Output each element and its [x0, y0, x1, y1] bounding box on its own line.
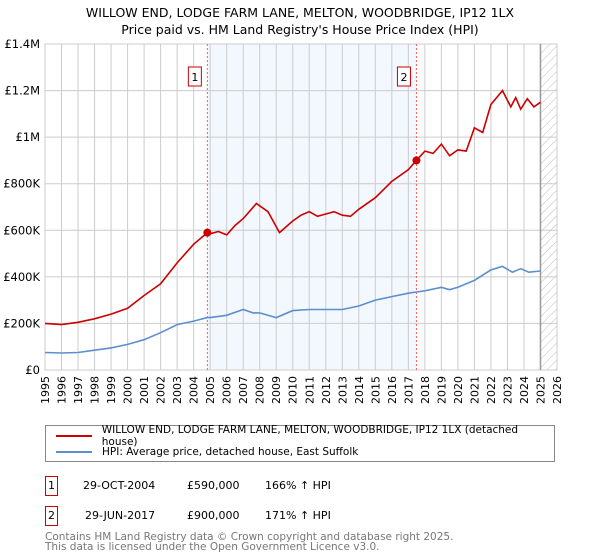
x-tick-label: 2025 — [534, 376, 547, 404]
x-tick-label: 1997 — [72, 376, 85, 404]
x-tick-label: 2012 — [320, 376, 333, 404]
x-tick-label: 2023 — [501, 376, 514, 404]
y-tick-label: £400K — [3, 270, 40, 284]
plot-frame — [44, 43, 558, 371]
x-tick-label: 2017 — [402, 376, 415, 404]
transaction-price: £590,000 — [187, 479, 240, 492]
x-tick-label: 2010 — [287, 376, 300, 404]
x-tick-label: 2007 — [237, 376, 250, 404]
legend-label: WILLOW END, LODGE FARM LANE, MELTON, WOO… — [101, 424, 519, 448]
y-tick-label: £1M — [15, 130, 40, 144]
x-tick-label: 2015 — [369, 376, 382, 404]
x-tick-label: 2013 — [336, 376, 349, 404]
y-tick-label: £600K — [3, 223, 40, 237]
x-tick-label: 2004 — [188, 376, 201, 404]
transaction-marker: 1 — [45, 476, 58, 496]
transaction-row: 1 29-OCT-2004 £590,000 166% ↑ HPI — [45, 476, 445, 496]
chart-title: WILLOW END, LODGE FARM LANE, MELTON, WOO… — [85, 5, 515, 20]
sale-point — [203, 228, 212, 237]
x-tick-label: 2008 — [254, 376, 267, 404]
footer-copyright: Contains HM Land Registry data © Crown c… — [45, 531, 454, 543]
sale-label-box — [396, 66, 411, 87]
series-line — [44, 89, 541, 326]
sale-label: 2 — [400, 71, 407, 84]
footer: Contains HM Land Registry data © Crown c… — [45, 531, 454, 553]
x-tick-label: 2026 — [551, 376, 564, 404]
x-tick-label: 2009 — [270, 376, 283, 404]
x-tick-label: 2024 — [518, 376, 531, 404]
series-line — [44, 265, 541, 354]
x-tick-label: 2021 — [468, 376, 481, 404]
sale-label-box — [187, 66, 202, 87]
legend-swatch-red — [56, 435, 92, 437]
x-tick-label: 2016 — [386, 376, 399, 404]
y-tick-label: £800K — [3, 177, 40, 191]
transaction-hpi: 171% ↑ HPI — [265, 509, 331, 522]
x-tick-label: 1999 — [105, 376, 118, 404]
x-tick-label: 1996 — [56, 376, 69, 404]
x-tick-label: 2005 — [204, 376, 217, 404]
x-tick-label: 2014 — [353, 376, 366, 404]
transaction-date: 29-OCT-2004 — [83, 479, 156, 492]
legend-label: HPI: Average price, detached house, East… — [102, 446, 359, 458]
y-tick-label: £1.2M — [4, 84, 40, 98]
transaction-marker: 2 — [45, 506, 58, 526]
x-tick-label: 2018 — [419, 376, 432, 404]
sale-label: 1 — [191, 71, 198, 84]
x-tick-label: 2006 — [221, 376, 234, 404]
y-tick-label: £0 — [25, 363, 40, 377]
x-tick-label: 2019 — [435, 376, 448, 404]
price-chart: 1995 1996 1997 1998 1999 2000 2001 2002 2003 2004… — [3, 37, 564, 404]
x-tick-label: 2002 — [155, 376, 168, 404]
legend-swatch-blue — [56, 451, 92, 453]
legend-item-hpi: HPI: Average price, detached house, East… — [56, 445, 358, 459]
footer-licence: This data is licensed under the Open Gov… — [45, 541, 380, 553]
chart-subtitle: Price paid vs. HM Land Registry's House … — [121, 22, 479, 37]
sale-point — [412, 156, 421, 165]
x-tick-label: 2000 — [122, 376, 135, 404]
x-tick-label: 1995 — [39, 376, 52, 404]
x-tick-label: 1998 — [89, 376, 102, 404]
x-tick-label: 2011 — [303, 376, 316, 404]
shaded-period — [207, 44, 417, 370]
x-tick-label: 2003 — [171, 376, 184, 404]
y-tick-label: £200K — [3, 316, 40, 330]
legend: WILLOW END, LODGE FARM LANE, MELTON, WOO… — [45, 424, 555, 462]
x-tick-label: 2020 — [452, 376, 465, 404]
x-tick-label: 2001 — [138, 376, 151, 404]
x-tick-label: 2022 — [485, 376, 498, 404]
legend-item-property: WILLOW END, LODGE FARM LANE, MELTON, WOO… — [56, 424, 554, 448]
y-tick-label: £1.4M — [4, 37, 40, 51]
forecast-hatch — [540, 44, 557, 370]
transaction-date: 29-JUN-2017 — [85, 509, 156, 522]
transaction-price: £900,000 — [187, 509, 240, 522]
transaction-row: 2 29-JUN-2017 £900,000 171% ↑ HPI — [45, 506, 445, 526]
transaction-hpi: 166% ↑ HPI — [265, 479, 331, 492]
